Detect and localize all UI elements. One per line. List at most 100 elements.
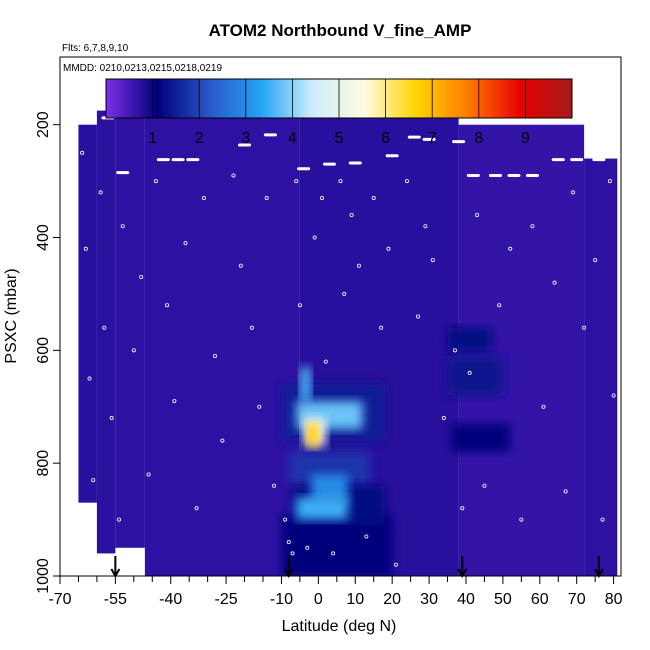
sample-point — [371, 196, 376, 201]
heatmap-cell — [96, 110, 116, 554]
colorbar-ticks: 1 2 3 4 5 6 7 8 9 — [148, 79, 530, 147]
sample-point — [87, 376, 92, 381]
x-tick-label: 70 — [568, 591, 586, 608]
colorbar-tick-label: 6 — [381, 130, 390, 147]
sample-point — [213, 353, 218, 358]
sample-point — [593, 258, 598, 263]
x-tick-label: 30 — [420, 591, 438, 608]
sample-point — [482, 483, 487, 488]
heatmap-cell — [307, 423, 319, 447]
colorbar-tick-label: 4 — [288, 130, 297, 147]
sample-point — [323, 359, 328, 364]
sample-point — [83, 246, 88, 251]
heatmap-cell — [78, 124, 97, 503]
sample-point — [183, 241, 188, 246]
sample-point — [379, 325, 384, 330]
sample-point — [320, 196, 325, 201]
x-tick-label: -70 — [48, 591, 71, 608]
sample-point — [519, 517, 524, 522]
colorbar-tick-label: 2 — [195, 130, 204, 147]
x-axis-label: Latitude (deg N) — [282, 618, 397, 635]
sample-point — [194, 506, 199, 511]
plot-frame — [59, 56, 622, 577]
sample-point — [600, 517, 605, 522]
x-tick-label: -55 — [104, 591, 127, 608]
colorbar-tick-label: 5 — [335, 130, 344, 147]
sample-markers — [80, 150, 616, 567]
sample-point — [146, 472, 151, 477]
heatmap-cell — [451, 423, 511, 452]
sample-point — [312, 235, 317, 240]
sample-point — [356, 263, 361, 268]
sample-point — [460, 506, 465, 511]
sample-point — [508, 246, 513, 251]
sample-point — [497, 303, 502, 308]
heatmap-cell — [144, 107, 300, 576]
sample-point — [563, 489, 568, 494]
sample-point — [238, 263, 243, 268]
sample-point — [530, 224, 535, 229]
x-tick-label: 40 — [457, 591, 475, 608]
colorbar-tick-label: 7 — [428, 130, 437, 147]
sample-point — [283, 517, 288, 522]
heatmap-cell — [115, 107, 145, 548]
sample-point — [430, 258, 435, 263]
colorbar-tick-label: 3 — [241, 130, 250, 147]
colorbar-tick-label: 1 — [148, 130, 157, 147]
x-tick-label: 80 — [605, 591, 623, 608]
sample-point — [120, 224, 125, 229]
sample-point — [139, 275, 144, 280]
x-tick-label: -25 — [215, 591, 238, 608]
sample-point — [201, 196, 206, 201]
sample-point — [423, 224, 428, 229]
sample-point — [80, 150, 85, 155]
x-tick-label: 50 — [494, 591, 512, 608]
sample-point — [286, 540, 291, 545]
flights-subtitle: Flts: 6,7,8,9,10 — [62, 43, 129, 54]
y-tick-label: 400 — [35, 224, 52, 251]
sample-point — [393, 562, 398, 567]
x-tick-label: 10 — [346, 591, 364, 608]
flight-ceiling-markers — [101, 116, 606, 177]
sample-point — [165, 303, 170, 308]
x-tick-label: -10 — [270, 591, 293, 608]
sample-point — [342, 291, 347, 296]
sample-point — [131, 348, 136, 353]
heatmap-cell — [447, 355, 503, 396]
y-axis-label: PSXC (mbar) — [3, 268, 20, 363]
sample-point — [467, 370, 472, 375]
sample-point — [249, 325, 254, 330]
sample-point — [441, 416, 446, 421]
sample-point — [552, 280, 557, 285]
colorbar-tick-label: 9 — [521, 130, 530, 147]
x-tick-label: -40 — [159, 591, 182, 608]
dates-subtitle: MMDD: 0210,0213,0215,0218,0219 — [63, 63, 222, 74]
sample-point — [416, 314, 421, 319]
sample-point — [452, 348, 457, 353]
sample-point — [109, 416, 114, 421]
sample-point — [404, 179, 409, 184]
y-tick-label: 1000 — [35, 558, 52, 594]
x-tick-label: 60 — [531, 591, 549, 608]
profile-arrow — [110, 556, 121, 579]
sample-point — [386, 246, 391, 251]
sample-point — [541, 404, 546, 409]
sample-point — [220, 438, 225, 443]
sample-point — [582, 325, 587, 330]
sample-point — [349, 212, 354, 217]
sample-point — [272, 483, 277, 488]
colorbar-tick-label: 8 — [474, 130, 483, 147]
y-tick-label: 200 — [35, 111, 52, 138]
sample-point — [257, 404, 262, 409]
heatmap-cell — [447, 327, 492, 351]
sample-point — [102, 325, 107, 330]
heatmap-cell — [299, 367, 311, 402]
heatmap-layer — [78, 107, 618, 576]
sample-point — [607, 179, 612, 184]
sample-point — [117, 517, 122, 522]
sample-point — [297, 303, 302, 308]
sample-point — [305, 545, 310, 550]
chart-title: ATOM2 Northbound V_fine_AMP — [209, 21, 472, 40]
sample-point — [611, 393, 616, 398]
